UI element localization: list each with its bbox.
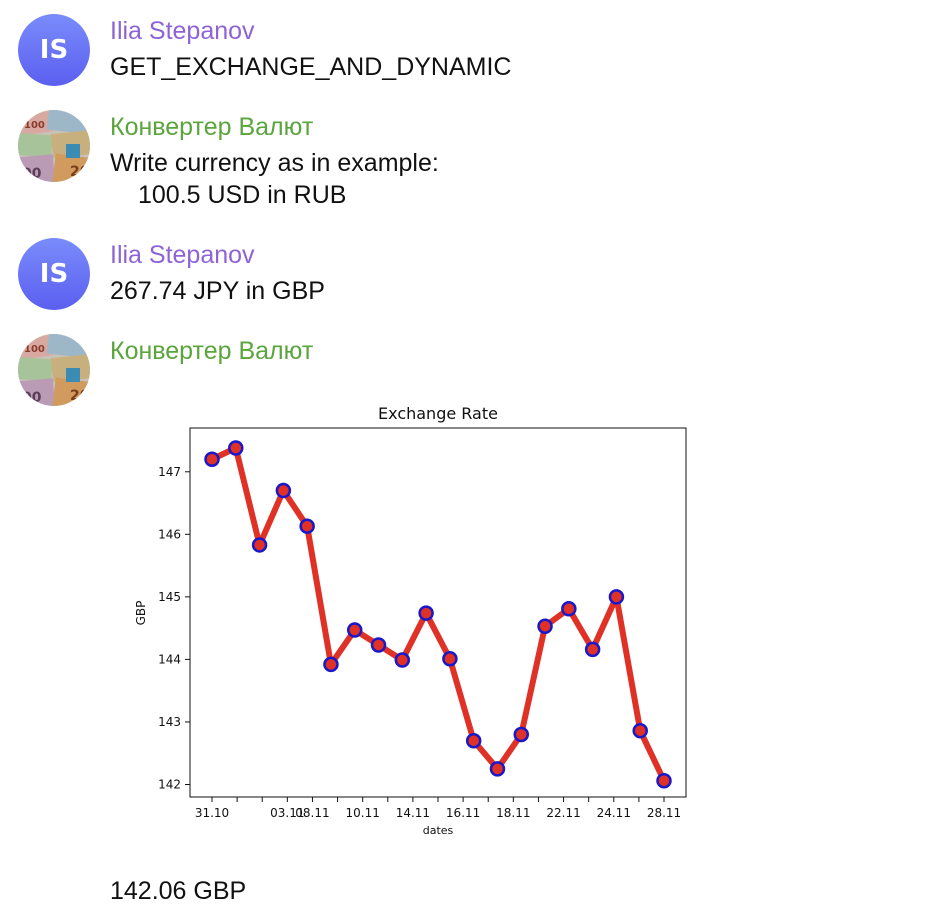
sender-name[interactable]: Конвертер Валют [110, 337, 314, 365]
message-3: IS Ilia Stepanov 267.74 JPY in GBP [0, 230, 948, 330]
data-point [584, 641, 601, 658]
x-tick-label: 22.11 [546, 806, 580, 820]
sender-name[interactable]: Ilia Stepanov [110, 17, 255, 45]
x-tick-label: 28.11 [647, 806, 681, 820]
data-point [561, 600, 577, 617]
y-tick-label: 146 [158, 527, 181, 541]
x-tick-label: 24.11 [597, 806, 631, 820]
exchange-rate-chart-image[interactable]: Exchange Rate dates GBP 142 143 144 145 146 1… [130, 398, 700, 843]
message-text: Write currency as in example: [110, 149, 439, 177]
svg-text:00: 00 [22, 166, 42, 182]
x-tick-label: 03.11 [270, 806, 304, 820]
banknotes-avatar-icon[interactable]: 100 00 20 [18, 110, 90, 182]
message-2: 100 00 20 Конвертер Валют Write currency… [0, 100, 948, 230]
data-point [251, 537, 268, 553]
banknotes-avatar-icon[interactable]: 100 00 20 [18, 334, 90, 406]
svg-text:100: 100 [24, 120, 45, 131]
data-point [489, 761, 506, 777]
data-point [299, 518, 315, 534]
x-tick-label: 31.10 [195, 806, 229, 820]
sender-name[interactable]: Ilia Stepanov [110, 241, 255, 269]
y-tick-label: 144 [158, 652, 181, 666]
svg-text:00: 00 [22, 390, 42, 406]
data-point [418, 605, 434, 621]
result-text: 142.06 GBP [110, 877, 247, 905]
message-1: IS Ilia Stepanov GET_EXCHANGE_AND_DYNAMI… [0, 0, 948, 100]
data-point [442, 651, 458, 667]
data-point [656, 772, 672, 789]
sender-name[interactable]: Конвертер Валют [110, 113, 314, 141]
data-point [204, 451, 220, 468]
exchange-rate-chart: Exchange Rate dates GBP 142 143 144 145 146 1… [134, 404, 687, 837]
x-tick-label: 18.11 [496, 806, 530, 820]
data-point [275, 482, 292, 499]
data-point [608, 589, 625, 605]
data-point [228, 440, 244, 456]
data-point [537, 618, 553, 635]
y-tick-label: 142 [158, 777, 181, 791]
data-point [370, 637, 387, 653]
y-axis-label: GBP [134, 601, 148, 626]
x-tick-label: 16.11 [446, 806, 480, 820]
data-point [323, 656, 339, 673]
svg-text:100: 100 [24, 344, 45, 355]
y-tick-label: 143 [158, 715, 181, 729]
svg-text:20: 20 [70, 388, 90, 404]
data-point [465, 732, 482, 749]
data-point [513, 726, 530, 743]
x-axis-label: dates [423, 824, 454, 837]
x-tick-label: 10.11 [345, 806, 379, 820]
message-example-text: 100.5 USD in RUB [138, 181, 347, 209]
message-text: 267.74 JPY in GBP [110, 277, 325, 305]
user-avatar[interactable]: IS [18, 238, 90, 310]
message-4: 100 00 20 Конвертер Валют 142.06 GBP [0, 330, 948, 921]
y-tick-label: 147 [158, 465, 181, 479]
data-point [346, 622, 363, 638]
x-tick-label: 08.11 [295, 806, 329, 820]
svg-text:20: 20 [70, 164, 90, 180]
user-avatar[interactable]: IS [18, 14, 90, 86]
plot-frame [189, 427, 687, 798]
chart-title: Exchange Rate [378, 404, 498, 423]
data-point [632, 722, 648, 739]
message-text: GET_EXCHANGE_AND_DYNAMIC [110, 53, 512, 81]
y-tick-label: 145 [158, 590, 181, 604]
data-point [394, 652, 411, 668]
x-tick-label: 14.11 [396, 806, 430, 820]
